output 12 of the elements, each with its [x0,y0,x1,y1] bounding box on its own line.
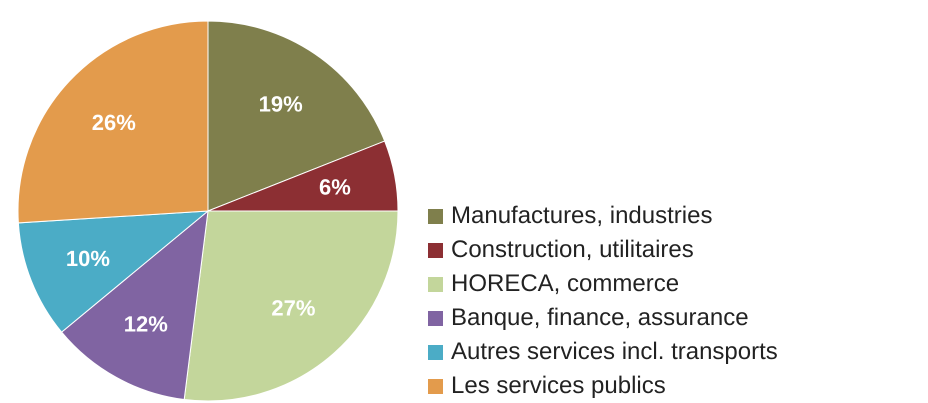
legend-label: Construction, utilitaires [451,235,694,265]
legend-label: Manufactures, industries [451,201,712,231]
data-label: 12% [124,312,168,337]
data-label: 26% [92,110,136,136]
data-label: 6% [319,174,351,200]
legend-label: HORECA, commerce [451,269,680,299]
data-label: 10% [66,246,110,272]
legend-label: Autres services incl. transports [451,337,778,367]
data-label: 19% [258,92,303,117]
legend-label: Banque, finance, assurance [451,303,749,333]
legend-label: Les services publics [451,371,666,401]
data-label: 27% [271,295,316,320]
